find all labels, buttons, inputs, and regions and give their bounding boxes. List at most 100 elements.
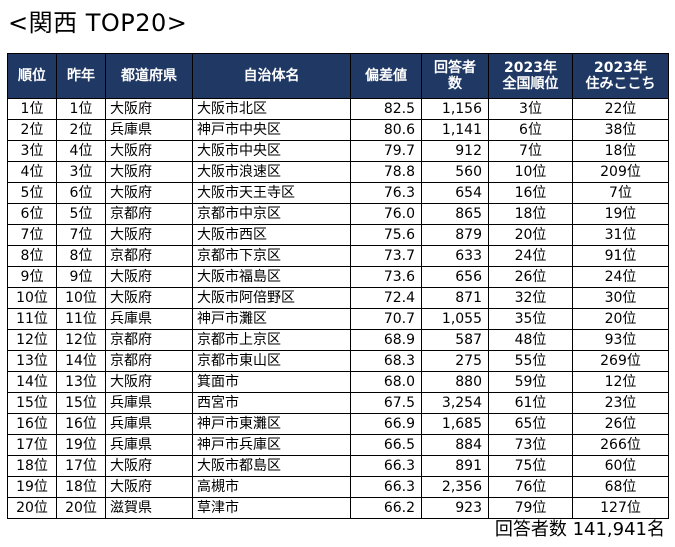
cell-respondents: 2,356 xyxy=(421,476,489,498)
cell-last-year: 4位 xyxy=(56,140,106,162)
cell-livability: 12位 xyxy=(572,371,669,393)
cell-rank: 3位 xyxy=(7,140,57,162)
cell-last-year: 19位 xyxy=(56,434,106,456)
cell-rank: 5位 xyxy=(7,182,57,204)
header-livability: 2023年 住みここち xyxy=(572,53,669,99)
header-rank: 順位 xyxy=(7,53,57,99)
cell-prefecture: 京都府 xyxy=(105,329,193,351)
table-row: 19位 18位 大阪府 高槻市 66.3 2,356 76位 68位 xyxy=(7,476,669,498)
cell-livability: 30位 xyxy=(572,287,669,309)
cell-national-rank: 3位 xyxy=(488,98,573,120)
cell-respondents: 891 xyxy=(421,455,489,477)
table-row: 17位 19位 兵庫県 神戸市兵庫区 66.5 884 73位 266位 xyxy=(7,434,669,456)
cell-national-rank: 18位 xyxy=(488,203,573,225)
cell-respondents: 560 xyxy=(421,161,489,183)
cell-prefecture: 兵庫県 xyxy=(105,119,193,141)
cell-last-year: 6位 xyxy=(56,182,106,204)
cell-livability: 127位 xyxy=(572,497,669,519)
ranking-table: 順位 昨年 都道府県 自治体名 偏差値 回答者数 2023年 全国順位 2023年… xyxy=(7,53,669,519)
cell-livability: 38位 xyxy=(572,119,669,141)
cell-last-year: 7位 xyxy=(56,224,106,246)
cell-municipality: 京都市上京区 xyxy=(192,329,351,351)
cell-score: 66.3 xyxy=(350,455,422,477)
cell-municipality: 大阪市中央区 xyxy=(192,140,351,162)
cell-score: 68.0 xyxy=(350,371,422,393)
cell-national-rank: 73位 xyxy=(488,434,573,456)
header-livability-line1: 2023年 xyxy=(594,60,647,76)
cell-municipality: 神戸市中央区 xyxy=(192,119,351,141)
cell-national-rank: 75位 xyxy=(488,455,573,477)
cell-last-year: 10位 xyxy=(56,287,106,309)
cell-municipality: 大阪市北区 xyxy=(192,98,351,120)
cell-national-rank: 24位 xyxy=(488,245,573,267)
cell-last-year: 17位 xyxy=(56,455,106,477)
cell-score: 66.5 xyxy=(350,434,422,456)
cell-municipality: 大阪市福島区 xyxy=(192,266,351,288)
cell-score: 76.3 xyxy=(350,182,422,204)
cell-prefecture: 兵庫県 xyxy=(105,308,193,330)
cell-respondents: 654 xyxy=(421,182,489,204)
table-row: 3位 4位 大阪府 大阪市中央区 79.7 912 7位 18位 xyxy=(7,140,669,162)
cell-last-year: 12位 xyxy=(56,329,106,351)
cell-livability: 60位 xyxy=(572,455,669,477)
header-national-rank: 2023年 全国順位 xyxy=(488,53,573,99)
cell-livability: 269位 xyxy=(572,350,669,372)
table-row: 15位 15位 兵庫県 西宮市 67.5 3,254 61位 23位 xyxy=(7,392,669,414)
cell-national-rank: 79位 xyxy=(488,497,573,519)
cell-rank: 2位 xyxy=(7,119,57,141)
cell-national-rank: 55位 xyxy=(488,350,573,372)
cell-rank: 11位 xyxy=(7,308,57,330)
cell-national-rank: 65位 xyxy=(488,413,573,435)
cell-score: 68.9 xyxy=(350,329,422,351)
cell-national-rank: 32位 xyxy=(488,287,573,309)
cell-score: 82.5 xyxy=(350,98,422,120)
cell-score: 66.2 xyxy=(350,497,422,519)
cell-national-rank: 7位 xyxy=(488,140,573,162)
cell-respondents: 879 xyxy=(421,224,489,246)
table-row: 1位 1位 大阪府 大阪市北区 82.5 1,156 3位 22位 xyxy=(7,98,669,120)
cell-municipality: 京都市中京区 xyxy=(192,203,351,225)
cell-national-rank: 35位 xyxy=(488,308,573,330)
table-row: 13位 14位 京都府 京都市東山区 68.3 275 55位 269位 xyxy=(7,350,669,372)
header-prefecture: 都道府県 xyxy=(105,53,193,99)
cell-rank: 17位 xyxy=(7,434,57,456)
cell-prefecture: 大阪府 xyxy=(105,140,193,162)
cell-last-year: 16位 xyxy=(56,413,106,435)
cell-livability: 31位 xyxy=(572,224,669,246)
cell-score: 66.9 xyxy=(350,413,422,435)
cell-national-rank: 61位 xyxy=(488,392,573,414)
cell-rank: 12位 xyxy=(7,329,57,351)
cell-respondents: 1,156 xyxy=(421,98,489,120)
table-row: 20位 20位 滋賀県 草津市 66.2 923 79位 127位 xyxy=(7,497,669,519)
header-national-line1: 2023年 xyxy=(504,60,557,76)
cell-respondents: 1,685 xyxy=(421,413,489,435)
cell-municipality: 大阪市西区 xyxy=(192,224,351,246)
cell-score: 78.8 xyxy=(350,161,422,183)
cell-last-year: 1位 xyxy=(56,98,106,120)
cell-last-year: 3位 xyxy=(56,161,106,183)
table-row: 8位 8位 京都府 京都市下京区 73.7 633 24位 91位 xyxy=(7,245,669,267)
cell-rank: 10位 xyxy=(7,287,57,309)
cell-prefecture: 京都府 xyxy=(105,203,193,225)
cell-respondents: 1,055 xyxy=(421,308,489,330)
cell-last-year: 11位 xyxy=(56,308,106,330)
cell-score: 79.7 xyxy=(350,140,422,162)
cell-respondents: 923 xyxy=(421,497,489,519)
table-header-row: 順位 昨年 都道府県 自治体名 偏差値 回答者数 2023年 全国順位 2023年… xyxy=(7,53,669,99)
cell-score: 68.3 xyxy=(350,350,422,372)
cell-respondents: 633 xyxy=(421,245,489,267)
cell-respondents: 884 xyxy=(421,434,489,456)
cell-prefecture: 兵庫県 xyxy=(105,434,193,456)
table-row: 12位 12位 京都府 京都市上京区 68.9 587 48位 93位 xyxy=(7,329,669,351)
header-livability-line2: 住みここち xyxy=(585,76,656,92)
cell-livability: 20位 xyxy=(572,308,669,330)
cell-livability: 24位 xyxy=(572,266,669,288)
cell-respondents: 912 xyxy=(421,140,489,162)
cell-national-rank: 6位 xyxy=(488,119,573,141)
cell-score: 70.7 xyxy=(350,308,422,330)
cell-last-year: 14位 xyxy=(56,350,106,372)
cell-prefecture: 大阪府 xyxy=(105,287,193,309)
table-row: 6位 5位 京都府 京都市中京区 76.0 865 18位 19位 xyxy=(7,203,669,225)
cell-prefecture: 大阪府 xyxy=(105,371,193,393)
cell-prefecture: 大阪府 xyxy=(105,266,193,288)
